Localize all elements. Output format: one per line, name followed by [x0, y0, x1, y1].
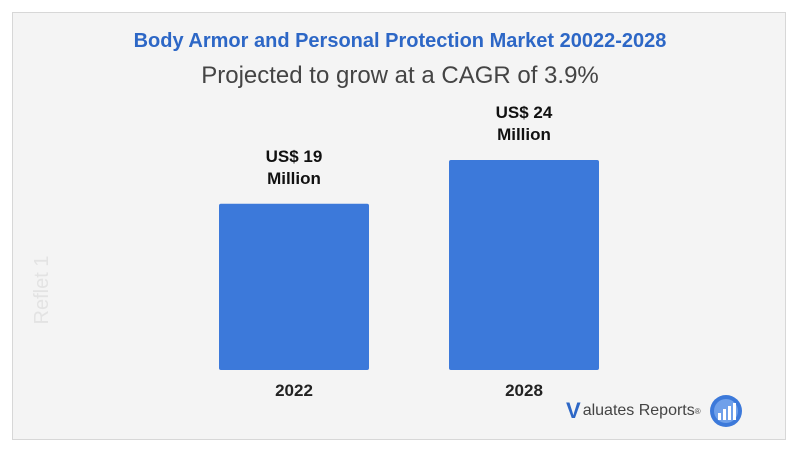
watermark-text: Reflet 1 [31, 256, 53, 325]
logo-v-mark: V [566, 398, 581, 423]
bar-chart-globe-icon [709, 395, 742, 427]
logo-wordmark: aluates Reports [582, 402, 695, 419]
x-tick-label-2022: 2022 [275, 381, 313, 400]
valuates-reports-logo: V aluates Reports ® [566, 393, 743, 429]
logo-registered-mark: ® [694, 406, 701, 416]
x-tick-label-2028: 2028 [505, 381, 543, 400]
chart-frame [12, 12, 786, 440]
data-label-2028-line2: Million [497, 125, 551, 144]
chart-title: Body Armor and Personal Protection Marke… [133, 30, 667, 52]
bar-2022 [219, 203, 369, 370]
data-label-2028-line1: US$ 24 [496, 103, 553, 122]
chart-subtitle: Projected to grow at a CAGR of 3.9% [201, 62, 599, 89]
data-label-2022-line2: Million [267, 169, 321, 188]
data-label-2022-line1: US$ 19 [266, 147, 323, 166]
bar-2028 [449, 160, 599, 370]
